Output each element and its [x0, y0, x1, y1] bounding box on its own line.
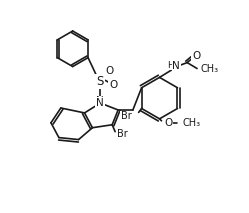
Text: Br: Br: [117, 129, 128, 139]
Text: O: O: [109, 80, 117, 90]
Text: O: O: [164, 118, 173, 128]
Text: Br: Br: [121, 111, 132, 121]
Text: O: O: [105, 66, 113, 76]
Text: N: N: [96, 98, 104, 108]
Text: S: S: [97, 75, 104, 88]
Text: O: O: [109, 80, 117, 90]
Text: O: O: [105, 66, 113, 76]
Text: CH₃: CH₃: [201, 63, 219, 73]
Text: N: N: [173, 60, 180, 71]
Text: S: S: [97, 75, 104, 88]
Text: O: O: [192, 51, 200, 61]
Text: H: H: [167, 61, 174, 70]
Text: CH₃: CH₃: [182, 118, 200, 128]
Text: N: N: [96, 96, 104, 106]
